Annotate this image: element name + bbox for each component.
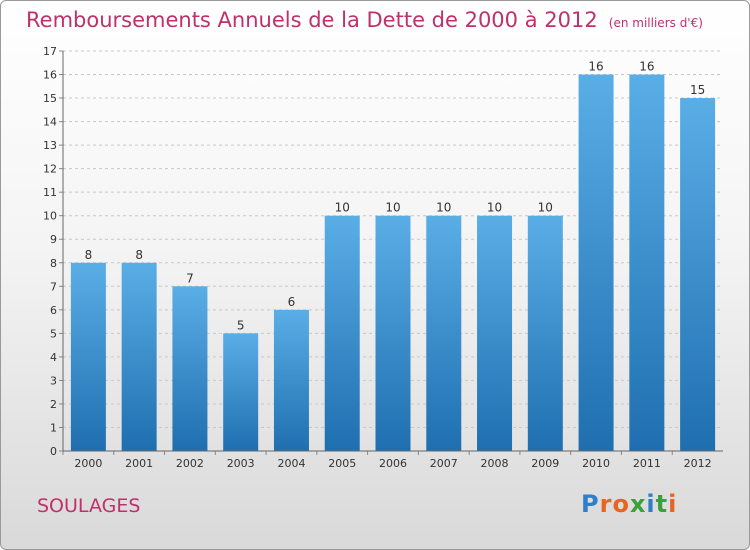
bar-2001[interactable]	[121, 262, 157, 451]
x-tick-label: 2002	[176, 457, 204, 470]
value-label: 7	[186, 271, 194, 285]
y-tick-label: 13	[43, 139, 57, 152]
logo-letter: r	[599, 490, 613, 518]
bar-2010[interactable]	[578, 74, 614, 451]
y-tick-label: 11	[43, 186, 57, 199]
bar-2000[interactable]	[70, 262, 106, 451]
value-label: 16	[588, 60, 603, 74]
value-label: 15	[690, 83, 705, 97]
logo-letter: P	[581, 490, 600, 518]
logo-letter: i	[646, 490, 656, 518]
value-label: 8	[135, 248, 143, 262]
y-tick-label: 4	[50, 351, 57, 364]
x-tick-label: 2000	[74, 457, 102, 470]
commune-label: SOULAGES	[37, 495, 141, 517]
y-tick-label: 0	[50, 445, 57, 458]
y-tick-label: 16	[43, 69, 57, 82]
y-tick-label: 15	[43, 92, 57, 105]
x-tick-label: 2001	[125, 457, 153, 470]
x-tick-label: 2010	[582, 457, 610, 470]
value-label: 16	[639, 60, 654, 74]
proxiti-logo[interactable]: Proxiti	[581, 490, 677, 518]
value-label: 10	[436, 201, 451, 215]
value-label: 5	[237, 318, 245, 332]
bar-2008[interactable]	[477, 215, 513, 451]
x-tick-label: 2005	[328, 457, 356, 470]
bar-2011[interactable]	[629, 74, 665, 451]
bars-layer: 8 8 7 5 6 10 10 10 10 10 16 16 15	[70, 60, 716, 451]
y-tick-label: 9	[50, 233, 57, 246]
chart-unit: (en milliers d'€)	[608, 16, 703, 30]
x-tick-label: 2007	[430, 457, 458, 470]
y-tick-label: 12	[43, 163, 57, 176]
title-line: Remboursements Annuels de la Dette de 20…	[26, 8, 703, 32]
y-tick-label: 10	[43, 210, 57, 223]
bar-2003[interactable]	[223, 333, 259, 451]
logo-letter: t	[655, 490, 669, 518]
bar-2007[interactable]	[426, 215, 462, 451]
value-label: 6	[288, 295, 296, 309]
logo-letter: o	[612, 490, 630, 518]
bar-2004[interactable]	[273, 309, 309, 451]
x-tick-label: 2003	[227, 457, 255, 470]
y-tick-label: 17	[43, 45, 57, 58]
logo-letter: i	[668, 490, 678, 518]
chart-title: Remboursements Annuels de la Dette de 20…	[26, 8, 598, 32]
bar-2012[interactable]	[680, 98, 716, 451]
y-tick-label: 8	[50, 257, 57, 270]
y-tick-label: 1	[50, 421, 57, 434]
value-label: 10	[538, 201, 553, 215]
value-label: 10	[487, 201, 502, 215]
value-label: 8	[85, 248, 93, 262]
x-tick-label: 2008	[481, 457, 509, 470]
x-tick-label: 2012	[684, 457, 712, 470]
x-tick-label: 2004	[277, 457, 305, 470]
y-tick-label: 3	[50, 374, 57, 387]
bar-2006[interactable]	[375, 215, 411, 451]
x-tick-label: 2009	[531, 457, 559, 470]
x-tick-label: 2006	[379, 457, 407, 470]
bar-2009[interactable]	[527, 215, 563, 451]
y-tick-label: 7	[50, 280, 57, 293]
value-label: 10	[335, 201, 350, 215]
bar-2005[interactable]	[324, 215, 360, 451]
logo-letter: x	[629, 490, 647, 518]
y-tick-label: 14	[43, 116, 57, 129]
value-label: 10	[385, 201, 400, 215]
y-tick-label: 5	[50, 327, 57, 340]
x-tick-label: 2011	[633, 457, 661, 470]
bar-2002[interactable]	[172, 286, 208, 451]
y-tick-label: 6	[50, 304, 57, 317]
y-tick-label: 2	[50, 398, 57, 411]
